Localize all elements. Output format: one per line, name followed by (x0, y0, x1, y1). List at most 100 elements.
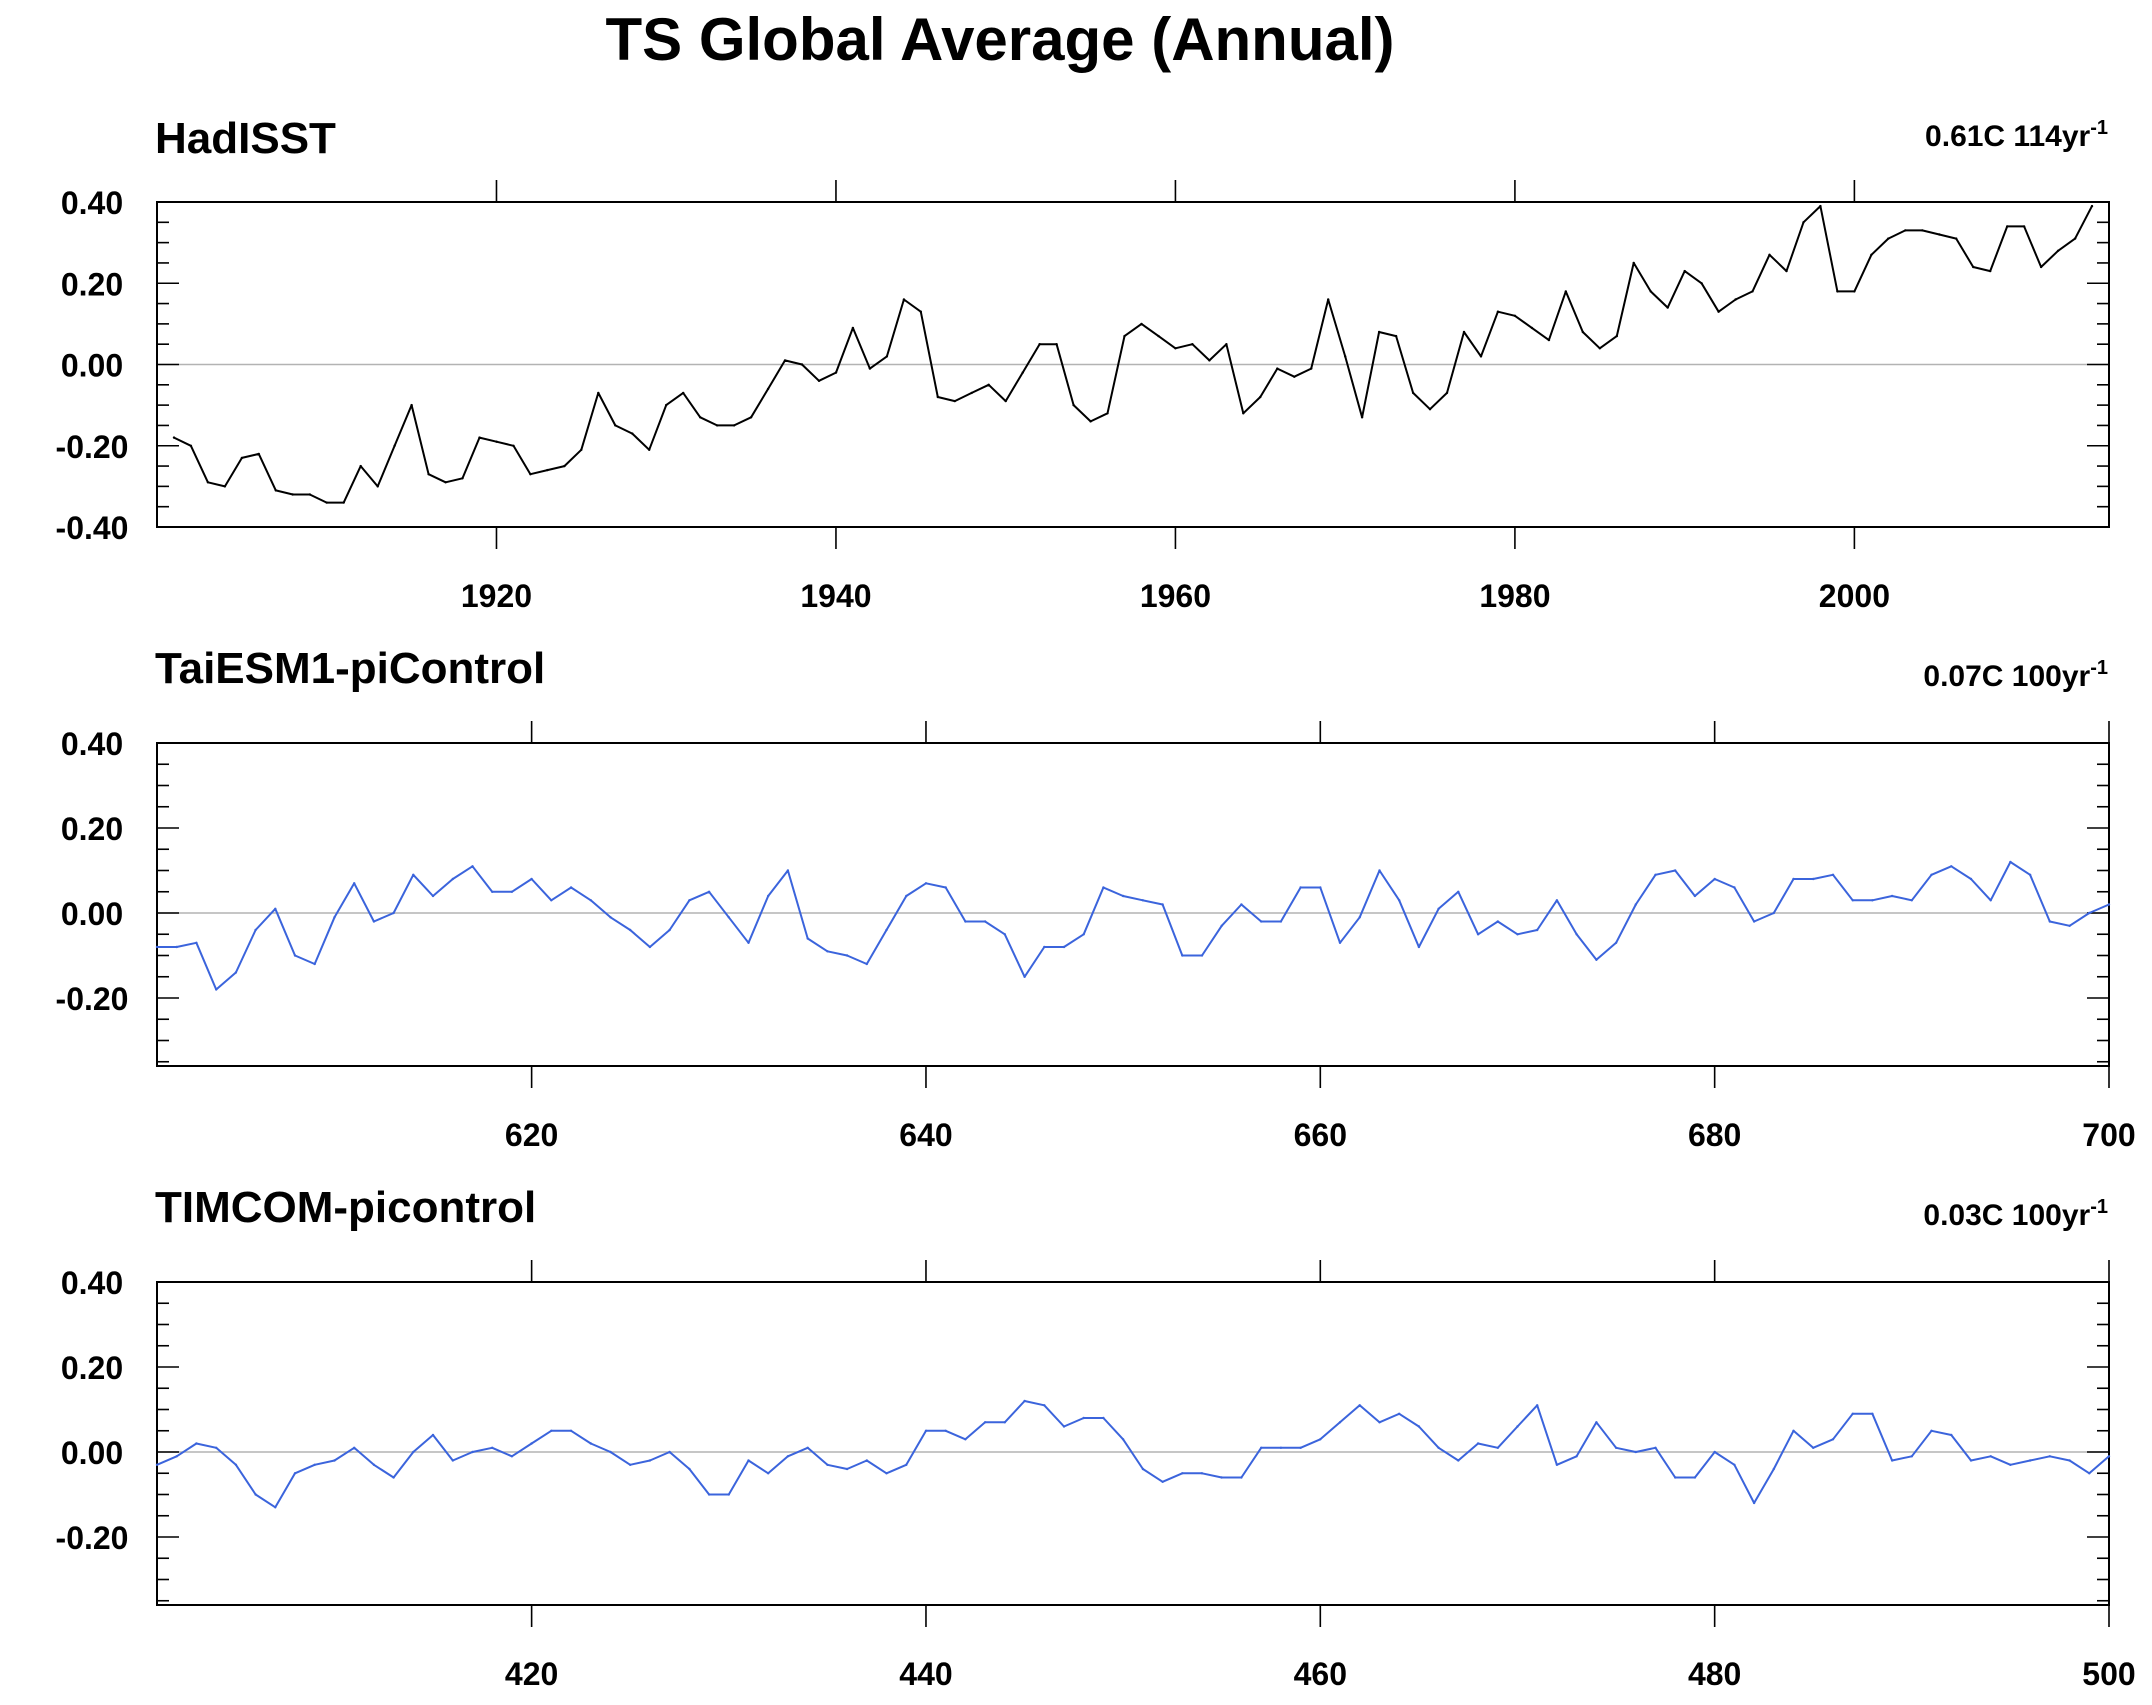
data-point (1634, 1450, 1638, 1454)
data-point (668, 1450, 671, 1454)
data-point (1921, 229, 1924, 232)
data-point (865, 962, 868, 966)
data-point (1417, 945, 1421, 949)
data-point (1200, 1472, 1204, 1475)
data-point (1208, 359, 1211, 362)
y-tick-label: 0.00 (61, 348, 123, 384)
data-point (291, 493, 294, 496)
panel-hadisst: HadISST 0.61C 114yr-1 0.40 0.20 0.00 -0.20 -… (56, 114, 2110, 614)
data-point (254, 928, 257, 932)
y-tick-label: 0.20 (61, 1350, 123, 1386)
data-point (1752, 920, 1756, 923)
data-point (1276, 367, 1279, 370)
data-point (1871, 1412, 1874, 1416)
data-point (1836, 290, 1839, 293)
trend-label: 0.03C 100yr-1 (1923, 1196, 2108, 1232)
data-point (1161, 1480, 1164, 1484)
data-point (1003, 933, 1006, 936)
data-point (1344, 355, 1347, 358)
data-point (1004, 399, 1007, 403)
data-point (1910, 899, 1914, 902)
data-point (1530, 326, 1534, 330)
data-point (1082, 933, 1085, 936)
data-point (2022, 225, 2026, 228)
data-point (629, 928, 632, 932)
data-point (274, 907, 277, 910)
x-tick-label: 1980 (1479, 578, 1550, 614)
data-point (1812, 1446, 1815, 1450)
trend-value: 0.07C 100yr (1923, 660, 2090, 693)
data-point (1555, 1463, 1559, 1467)
data-point (1062, 1425, 1066, 1428)
data-point (234, 971, 238, 974)
trend-exponent: -1 (2090, 657, 2108, 679)
data-point (1003, 1421, 1006, 1424)
data-point (2009, 860, 2012, 864)
data-point (1293, 375, 1296, 378)
data-point (609, 916, 612, 919)
data-point (1242, 412, 1245, 415)
data-point (905, 1463, 908, 1467)
data-point (427, 473, 430, 476)
data-point (223, 485, 227, 488)
data-point (2090, 204, 2094, 208)
data-point (1989, 269, 1992, 273)
x-tick-label: 440 (899, 1656, 952, 1692)
data-point (563, 464, 566, 468)
data-point (1378, 1421, 1381, 1424)
data-point (715, 424, 719, 427)
data-point (1654, 873, 1657, 876)
data-point (1666, 306, 1669, 309)
data-point (1055, 343, 1058, 346)
data-point (688, 899, 691, 902)
x-tick-label: 420 (505, 1656, 558, 1692)
data-point (372, 1463, 376, 1467)
data-point (1851, 1412, 1854, 1416)
data-point (1812, 877, 1815, 881)
data-point (240, 456, 244, 460)
data-point (1713, 877, 1716, 881)
data-point (1225, 343, 1228, 346)
data-point (1181, 1472, 1184, 1475)
data-point (1394, 334, 1398, 338)
data-point (1516, 933, 1519, 936)
data-point (359, 464, 362, 468)
data-point (1734, 298, 1737, 301)
data-point (1792, 1429, 1795, 1433)
data-point (1428, 408, 1432, 411)
data-point (648, 448, 651, 451)
data-point (550, 899, 553, 902)
data-point (1479, 355, 1483, 358)
data-point (589, 899, 592, 902)
data-point (1360, 416, 1364, 419)
data-point (1890, 1459, 1894, 1462)
data-point (1819, 204, 1822, 208)
x-tick-label: 1940 (800, 578, 871, 614)
y-tick-label: 0.00 (61, 1435, 123, 1471)
data-point (1220, 1476, 1223, 1479)
data-point (1972, 265, 1975, 269)
data-point (1950, 865, 1953, 868)
data-point (1496, 920, 1500, 923)
panel-title: HadISST (155, 114, 336, 163)
data-point (412, 1450, 415, 1454)
data-point (293, 1472, 297, 1475)
data-point (293, 954, 297, 957)
data-point (665, 403, 668, 407)
data-point (1910, 1455, 1914, 1458)
data-point (1089, 420, 1092, 423)
x-tick-label: 500 (2082, 1656, 2135, 1692)
data-point (1733, 1463, 1736, 1467)
data-point (1969, 1459, 1973, 1462)
data-point (1398, 899, 1401, 902)
data-point (2088, 911, 2091, 915)
data-point (682, 391, 685, 395)
x-tick-label: 1960 (1140, 578, 1211, 614)
data-point (1700, 282, 1703, 285)
data-point (215, 1446, 218, 1450)
data-point (944, 1429, 947, 1433)
data-point (924, 1429, 928, 1433)
data-point (868, 367, 872, 370)
y-tick-label: 0.20 (61, 266, 123, 302)
x-tick-label: 660 (1294, 1117, 1347, 1153)
